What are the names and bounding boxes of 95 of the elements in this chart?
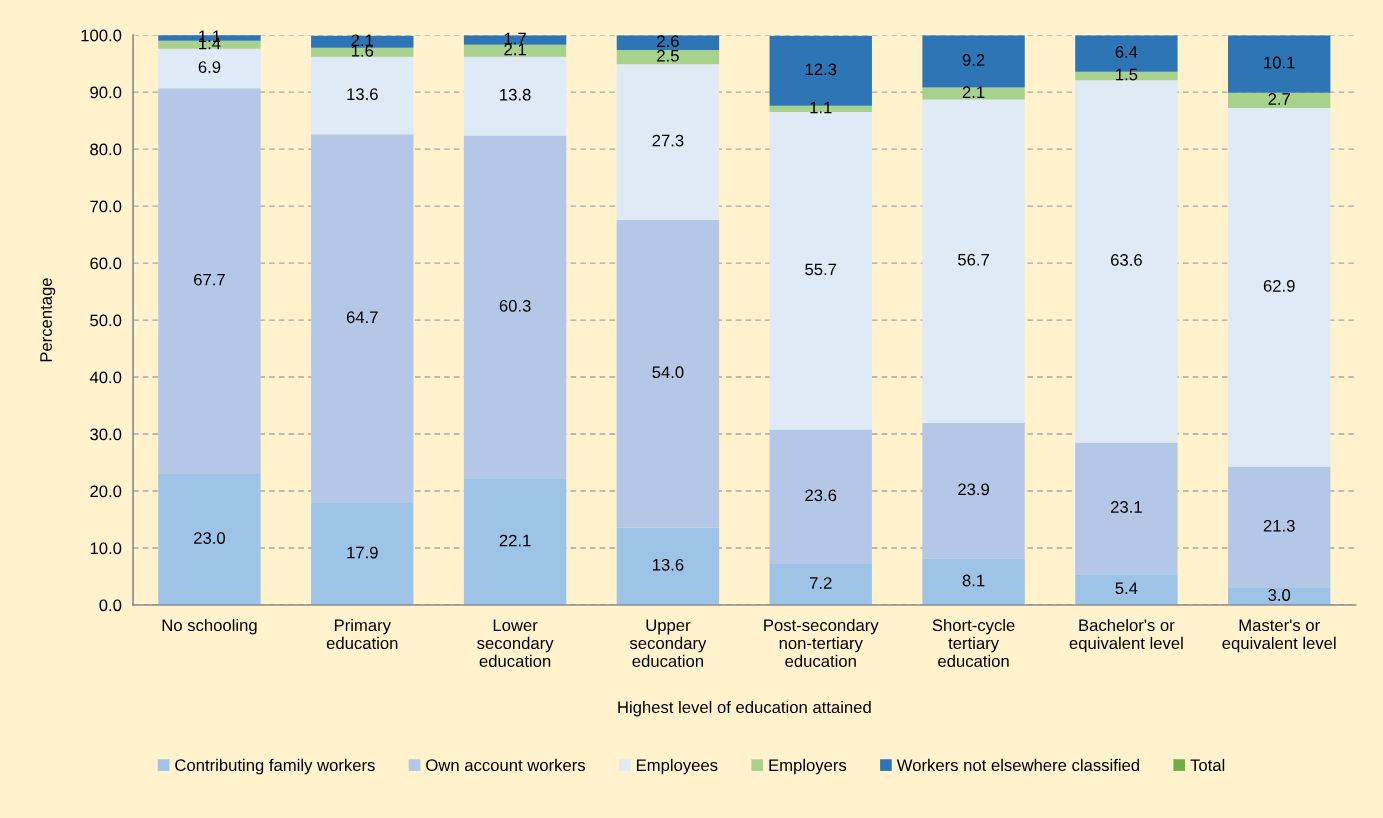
bar	[311, 35, 414, 48]
data-label: 10.1	[1264, 56, 1295, 69]
bar	[1075, 442, 1178, 575]
x-tick-label: Lower secondary education	[477, 619, 554, 668]
bar	[769, 112, 872, 430]
data-label: 8.1	[962, 574, 985, 587]
data-label: 13.6	[347, 88, 378, 101]
y-tick-label: 10.0	[90, 542, 122, 555]
legend-label: Workers not elsewhere classified	[896, 758, 1140, 772]
bar	[616, 527, 720, 605]
bar	[616, 49, 720, 65]
data-label: 62.9	[1263, 279, 1295, 292]
bar	[922, 87, 1025, 100]
legend-label: Own account workers	[426, 758, 586, 772]
legend-label: Contributing family workers	[175, 758, 375, 775]
data-label: 6.4	[1115, 46, 1138, 58]
bar	[158, 48, 261, 89]
data-label: 63.6	[1111, 254, 1142, 266]
x-tick-label: Primary education	[326, 618, 398, 650]
bar	[158, 473, 261, 605]
bar	[158, 88, 261, 474]
x-tick-label: No schooling	[162, 618, 257, 635]
data-label: 17.9	[347, 546, 378, 559]
legend-label: Total	[1190, 758, 1225, 772]
data-label: 6.9	[198, 61, 221, 73]
bar	[1075, 80, 1178, 443]
y-tick-label: 40.0	[89, 371, 122, 384]
data-label: 13.6	[652, 558, 684, 571]
x-axis-title: Highest level of education attained	[618, 700, 871, 717]
x-tick-label: Post-secondary non-tertiary education	[764, 618, 879, 668]
bar	[1228, 108, 1331, 467]
x-tick-label: Short-cycle tertiary education	[932, 618, 1015, 668]
bar	[463, 135, 567, 480]
y-tick-label: 90.0	[90, 86, 122, 99]
data-label: 2.7	[1268, 93, 1290, 105]
bar	[1228, 466, 1331, 588]
data-label: 12.3	[805, 63, 837, 76]
data-label: 2.1	[351, 34, 374, 47]
bar	[463, 56, 567, 136]
bar	[1228, 35, 1331, 93]
bar	[311, 503, 414, 605]
bar	[311, 134, 414, 503]
data-label: 64.7	[346, 311, 378, 324]
data-label: 54.0	[652, 366, 684, 379]
data-label: 2.5	[657, 49, 679, 62]
data-label: 7.2	[810, 577, 832, 589]
bar	[311, 56, 414, 135]
bar	[463, 479, 567, 605]
data-label: 5.4	[1115, 582, 1138, 595]
data-label: 27.3	[652, 134, 684, 147]
data-label: 2.1	[962, 86, 985, 98]
bar	[769, 429, 872, 564]
y-tick-label: 50.0	[90, 314, 122, 327]
bar	[922, 558, 1025, 605]
bar	[311, 47, 414, 57]
data-label: 1.1	[810, 101, 832, 114]
data-label: 3.0	[1268, 589, 1291, 601]
y-tick-label: 100.0	[81, 29, 122, 42]
data-label: 23.6	[805, 489, 837, 502]
data-label: 9.2	[962, 54, 985, 66]
data-label: 2.1	[504, 43, 526, 56]
bar	[922, 35, 1025, 88]
bar	[922, 99, 1025, 423]
data-label: 67.7	[194, 273, 225, 286]
y-tick-label: 0.0	[99, 599, 122, 612]
x-tick-label: Master's or equivalent level	[1222, 619, 1336, 653]
data-label: 55.7	[805, 263, 837, 276]
bar	[616, 64, 720, 220]
data-label: 23.9	[958, 483, 989, 496]
x-tick-label: Upper secondary education	[629, 619, 707, 668]
y-tick-label: 70.0	[90, 200, 122, 213]
data-label: 60.3	[499, 299, 531, 312]
data-label: 56.7	[958, 253, 989, 266]
x-tick-label: Bachelor's or equivalent level	[1069, 618, 1183, 653]
data-label: 21.3	[1263, 519, 1295, 532]
bar	[922, 422, 1025, 559]
y-axis-title: Percentage	[40, 278, 56, 362]
data-label: 1.7	[504, 32, 526, 45]
data-label: 23.0	[194, 532, 226, 544]
data-label: 13.8	[500, 88, 531, 101]
bar	[463, 44, 567, 57]
bar	[616, 219, 720, 528]
y-tick-label: 60.0	[90, 257, 122, 270]
y-tick-label: 30.0	[90, 428, 122, 441]
legend-label: Employees	[636, 758, 718, 775]
data-label: 22.1	[499, 534, 531, 547]
bar	[769, 563, 872, 605]
data-label: 1.5	[1116, 68, 1138, 81]
bar	[1228, 92, 1331, 109]
y-tick-label: 80.0	[90, 143, 122, 156]
data-label: 23.1	[1111, 501, 1142, 513]
y-tick-label: 20.0	[90, 485, 122, 498]
legend-label: Employers	[769, 758, 847, 775]
bar	[1075, 574, 1178, 605]
data-label: 2.6	[657, 35, 679, 48]
